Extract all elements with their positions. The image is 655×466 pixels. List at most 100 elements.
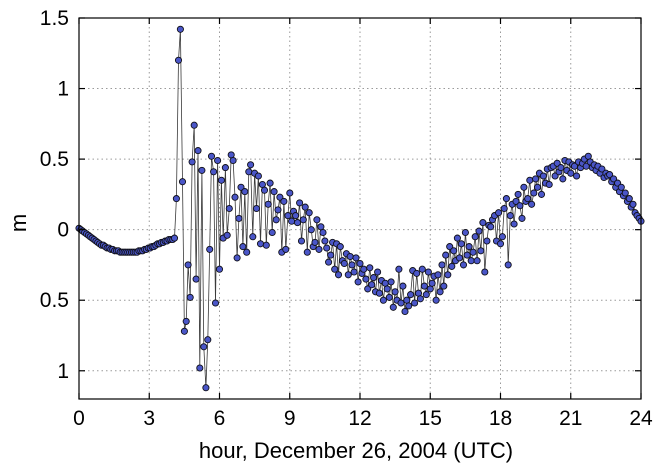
data-point	[514, 190, 522, 198]
data-point	[211, 299, 220, 307]
data-point	[241, 188, 249, 196]
data-point	[389, 303, 397, 311]
x-tick-label: 18	[489, 407, 512, 430]
data-point	[301, 203, 309, 211]
data-point	[262, 241, 270, 249]
data-point	[350, 268, 358, 276]
data-point	[471, 233, 479, 241]
data-point	[461, 228, 469, 237]
data-point	[455, 254, 464, 262]
y-tick-label: 1	[57, 360, 69, 383]
data-point	[420, 282, 428, 290]
data-point	[174, 56, 183, 64]
data-point	[194, 147, 202, 155]
data-point	[245, 168, 253, 176]
data-point	[188, 158, 196, 166]
data-point	[204, 336, 212, 344]
data-point	[498, 233, 506, 241]
x-tick-label: 12	[348, 407, 371, 430]
data-points	[75, 25, 645, 392]
data-point	[247, 161, 255, 169]
x-tick-label: 9	[284, 407, 296, 430]
data-point	[467, 257, 475, 265]
data-point	[182, 317, 190, 325]
data-point	[479, 219, 487, 227]
data-point	[532, 175, 540, 183]
data-point	[225, 204, 233, 213]
data-point	[346, 252, 354, 261]
data-point	[516, 202, 524, 210]
data-point	[286, 189, 294, 197]
data-point	[477, 247, 485, 255]
data-point	[293, 219, 302, 227]
data-point	[364, 285, 372, 293]
data-point	[272, 216, 280, 224]
data-point	[606, 171, 614, 179]
data-point	[370, 274, 378, 282]
data-point	[383, 285, 391, 293]
data-point	[391, 288, 399, 296]
data-point	[360, 265, 368, 273]
data-point	[305, 209, 313, 217]
y-tick-label: 1.5	[40, 7, 69, 30]
x-tick-labels: 0 3 6 9 12 15 18 21 24	[73, 407, 653, 430]
data-point	[223, 231, 231, 239]
data-point	[264, 200, 272, 208]
y-tick-labels: 1.5 1 0.5 0 0.5 1	[40, 7, 69, 383]
data-point	[176, 25, 184, 33]
data-point	[214, 156, 222, 165]
data-point	[207, 152, 216, 160]
data-point	[545, 180, 553, 189]
data-point	[374, 268, 382, 276]
data-point	[500, 204, 508, 213]
data-point	[444, 271, 452, 279]
data-point	[311, 238, 319, 246]
data-point	[463, 251, 471, 259]
y-tick-label: 1	[57, 78, 69, 101]
data-point	[483, 237, 491, 245]
data-point	[352, 254, 360, 262]
data-point	[573, 172, 581, 180]
data-point	[432, 296, 440, 304]
data-point	[528, 200, 536, 208]
data-point	[621, 189, 629, 197]
data-point	[172, 195, 180, 203]
data-point	[280, 197, 288, 205]
data-point	[481, 268, 489, 276]
data-point	[327, 251, 335, 259]
data-point	[325, 258, 333, 266]
data-point	[231, 193, 239, 201]
x-tick-label: 0	[73, 407, 85, 430]
data-point	[379, 296, 387, 304]
data-point	[215, 265, 224, 273]
data-point	[368, 281, 376, 289]
data-point	[530, 189, 538, 197]
data-point	[526, 176, 534, 184]
data-point	[405, 302, 413, 310]
data-point	[288, 217, 296, 225]
data-point	[375, 289, 383, 297]
y-axis-label: m	[6, 214, 31, 232]
data-point	[256, 240, 265, 248]
data-point	[303, 248, 311, 256]
data-point	[399, 282, 407, 290]
x-tick-label: 3	[143, 407, 155, 430]
data-point	[459, 261, 468, 269]
y-tick-label: 0.5	[40, 148, 69, 171]
data-point	[411, 299, 419, 307]
data-point	[178, 178, 187, 186]
data-point	[416, 295, 424, 303]
data-point	[266, 179, 274, 187]
data-point	[243, 248, 251, 256]
x-tick-label: 21	[559, 407, 582, 430]
data-point	[297, 237, 306, 245]
data-point	[567, 169, 575, 177]
data-point	[356, 259, 364, 268]
x-axis-label: hour, December 26, 2004 (UTC)	[199, 438, 513, 463]
data-point	[319, 228, 327, 237]
data-point	[276, 193, 284, 201]
y-tick-label: 0	[57, 219, 69, 242]
data-point	[344, 271, 352, 279]
data-point	[496, 240, 505, 248]
